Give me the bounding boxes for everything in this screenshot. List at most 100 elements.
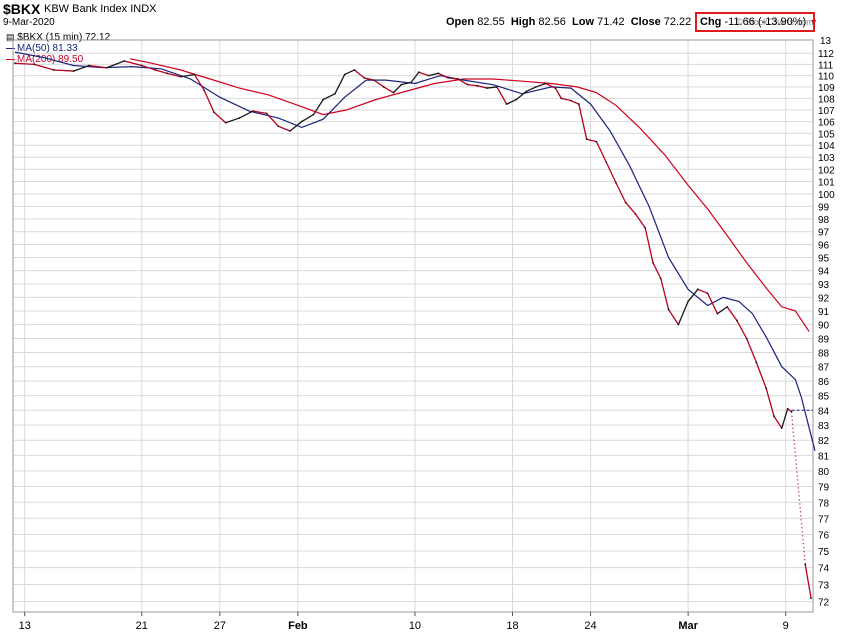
ma50-swatch: [6, 47, 15, 49]
index-description: KBW Bank Index INDX: [44, 3, 157, 15]
price-segment-6: [106, 60, 125, 69]
price-segment-35: [438, 72, 449, 79]
price-segment-18: [266, 112, 279, 127]
price-segment-11: [180, 73, 195, 78]
price-segment-67: [736, 320, 748, 339]
high-label: High: [510, 16, 536, 28]
price-segment-42: [506, 98, 517, 105]
price-segment-53: [605, 161, 617, 184]
price-segment-12: [193, 74, 205, 91]
price-point-42: [515, 98, 518, 101]
price-segment-29: [383, 86, 394, 94]
price-point-73: [790, 410, 793, 413]
price-segment-19: [278, 125, 291, 132]
y-tick-label-76: 76: [818, 531, 830, 542]
price-point-19: [289, 130, 291, 132]
price-segment-21: [301, 114, 314, 123]
price-segment-32: [410, 71, 420, 83]
price-segment-10: [166, 72, 181, 78]
price-segment-1: [14, 62, 35, 66]
y-tick-label-90: 90: [818, 321, 830, 332]
y-tick-label-85: 85: [818, 392, 830, 403]
candle-icon: ▤: [6, 32, 15, 42]
y-tick-label-100: 100: [818, 190, 835, 201]
price-point-65: [726, 305, 729, 308]
price-segment-25: [344, 69, 355, 76]
y-tick-label-78: 78: [818, 498, 830, 509]
price-segment-64: [707, 293, 718, 314]
chart-axes: 7273747576777879808182838485868788899091…: [19, 36, 836, 632]
price-point-41: [505, 103, 508, 106]
price-point-62: [696, 288, 699, 291]
y-tick-label-77: 77: [818, 514, 830, 525]
x-tick-label-13: 13: [19, 620, 31, 632]
x-tick-label-Feb: Feb: [288, 620, 308, 632]
chart-date: 9-Mar-2020: [3, 17, 55, 28]
price-point-20: [300, 120, 303, 123]
price-point-55: [634, 213, 637, 215]
y-tick-label-94: 94: [818, 267, 830, 278]
price-point-35: [447, 76, 450, 79]
price-segment-37: [457, 78, 468, 86]
price-segment-47: [554, 87, 562, 99]
price-segment-52: [595, 141, 607, 163]
y-tick-label-98: 98: [818, 215, 830, 226]
price-point-17: [265, 112, 268, 115]
price-segment-34: [428, 72, 439, 77]
down-triangle-icon: ▼: [809, 17, 819, 27]
y-tick-label-73: 73: [818, 580, 830, 591]
price-segment-7: [124, 60, 142, 67]
price-segment-69: [755, 362, 767, 389]
price-point-22: [322, 98, 325, 101]
x-tick-label-18: 18: [506, 620, 518, 632]
x-tick-label-10: 10: [409, 620, 421, 632]
price-segment-70: [765, 388, 775, 417]
price-segment-60: [668, 309, 679, 326]
price-segment-48: [561, 97, 572, 102]
price-point-67: [745, 337, 748, 340]
price-point-58: [659, 277, 662, 280]
price-point-46: [554, 87, 557, 89]
chart-grid: [13, 40, 813, 612]
price-segment-4: [73, 64, 90, 72]
price-point-14: [224, 121, 227, 124]
low-label: Low: [572, 16, 595, 28]
price-point-51: [595, 140, 598, 143]
price-segment-3: [53, 69, 74, 72]
ma200-line: [129, 58, 810, 332]
price-point-30: [400, 83, 403, 86]
price-point-70: [773, 415, 775, 418]
price-point-52: [605, 161, 608, 163]
price-segment-44: [525, 86, 537, 93]
price-segment-56: [634, 213, 646, 229]
ma50-line: [14, 51, 816, 451]
high-value: 82.56: [538, 16, 566, 28]
price-point-43: [525, 90, 528, 93]
price-segment-45: [535, 82, 546, 88]
price-point-2: [53, 69, 55, 71]
y-tick-label-82: 82: [818, 436, 830, 447]
price-segment-2: [34, 63, 55, 71]
price-segment-13: [203, 90, 215, 113]
x-tick-label-27: 27: [214, 620, 226, 632]
y-tick-label-84: 84: [818, 406, 830, 417]
price-segment-20: [289, 121, 303, 132]
legend-price-label: $BKX (15 min) 72.12: [17, 32, 111, 43]
price-segment-17: [252, 110, 267, 115]
price-segment-39: [477, 85, 488, 89]
y-tick-label-102: 102: [818, 165, 835, 176]
price-point-18: [277, 125, 280, 128]
low-value: 71.42: [597, 16, 625, 28]
y-tick-label-79: 79: [818, 482, 830, 493]
y-tick-label-83: 83: [818, 421, 830, 432]
y-tick-label-101: 101: [818, 178, 835, 189]
y-tick-label-95: 95: [818, 254, 830, 265]
close-label: Close: [630, 16, 661, 28]
price-point-39: [486, 87, 489, 89]
y-tick-label-112: 112: [818, 49, 834, 60]
price-point-24: [343, 73, 346, 76]
legend-ma50: MA(50) 81.33: [6, 43, 78, 54]
y-tick-label-106: 106: [818, 118, 835, 129]
y-tick-label-109: 109: [818, 83, 835, 94]
legend-price: ▤ $BKX (15 min) 72.12: [6, 32, 110, 43]
